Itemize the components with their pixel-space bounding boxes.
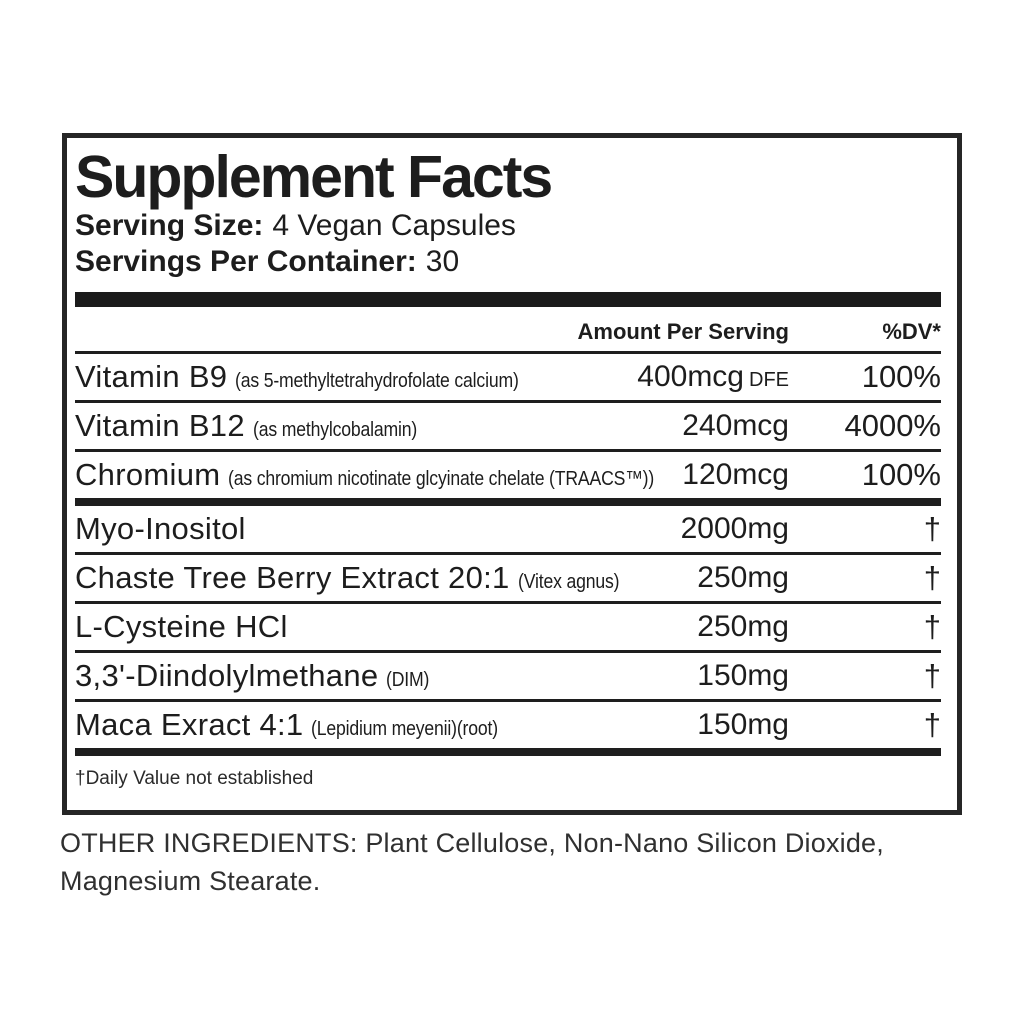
panel-title: Supplement Facts bbox=[75, 144, 553, 210]
other-ingredients-text: OTHER INGREDIENTS: Plant Cellulose, Non-… bbox=[60, 828, 884, 896]
ingredient-dv-dagger: † bbox=[923, 658, 941, 693]
ingredient-name: 3,3'-Diindolylmethane bbox=[75, 658, 379, 693]
ingredient-detail: (as 5-methyltetrahydrofolate calcium) bbox=[235, 369, 520, 392]
ingredient-amount: 150mg bbox=[697, 659, 789, 692]
table-header-row: Amount Per Serving %DV* bbox=[75, 307, 941, 354]
ingredient-name: Chaste Tree Berry Extract 20:1 bbox=[75, 560, 510, 595]
table-row: Myo-Inositol 2000mg † bbox=[75, 506, 941, 555]
ingredient-amount: 250mg bbox=[697, 610, 789, 643]
ingredient-dv: 100% bbox=[861, 359, 941, 394]
serving-size-value: 4 Vegan Capsules bbox=[272, 209, 516, 242]
table-row: Maca Exract 4:1 (Lepidium meyenii)(root) … bbox=[75, 702, 941, 756]
serving-size-label: Serving Size: bbox=[75, 209, 264, 242]
ingredient-detail: (Lepidium meyenii)(root) bbox=[311, 717, 499, 740]
ingredient-amount: 400mcg bbox=[637, 360, 744, 393]
ingredient-detail: (as methylcobalamin) bbox=[252, 418, 418, 441]
ingredient-detail: (Vitex agnus) bbox=[517, 570, 619, 593]
column-header-amount: Amount Per Serving bbox=[577, 319, 789, 344]
ingredient-name: Vitamin B12 bbox=[75, 408, 245, 443]
daily-value-footnote: †Daily Value not established bbox=[75, 768, 314, 789]
servings-per-container-label: Servings Per Container: bbox=[75, 245, 417, 278]
ingredient-dv-dagger: † bbox=[923, 707, 941, 742]
serving-size-line: Serving Size: 4 Vegan Capsules bbox=[75, 208, 941, 244]
supplement-facts-panel: Supplement Facts Serving Size: 4 Vegan Ca… bbox=[62, 133, 962, 815]
ingredient-name: Maca Exract 4:1 bbox=[75, 707, 304, 742]
section-divider-bar bbox=[75, 292, 941, 307]
ingredient-name: Myo-Inositol bbox=[75, 511, 246, 546]
table-row: Chromium (as chromium nicotinate glcyinat… bbox=[75, 452, 941, 506]
table-row: Vitamin B12 (as methylcobalamin) 240mcg 4… bbox=[75, 403, 941, 452]
ingredient-name: Vitamin B9 bbox=[75, 359, 228, 394]
servings-per-container-value: 30 bbox=[425, 245, 460, 278]
table-row: Chaste Tree Berry Extract 20:1 (Vitex agn… bbox=[75, 555, 941, 604]
ingredient-name: L-Cysteine HCl bbox=[75, 609, 288, 644]
table-row: 3,3'-Diindolylmethane (DIM) 150mg † bbox=[75, 653, 941, 702]
ingredient-detail: (as chromium nicotinate glcyinate chelat… bbox=[228, 467, 655, 490]
ingredient-dv: 4000% bbox=[844, 408, 941, 443]
ingredient-amount: 250mg bbox=[697, 561, 789, 594]
ingredient-amount: 150mg bbox=[697, 708, 789, 741]
column-header-dv: %DV* bbox=[882, 319, 941, 344]
ingredient-amount: 240mcg bbox=[682, 409, 789, 442]
ingredient-dv-dagger: † bbox=[923, 560, 941, 595]
ingredient-detail: (DIM) bbox=[386, 668, 430, 691]
ingredient-name: Chromium bbox=[75, 457, 221, 492]
ingredient-dv-dagger: † bbox=[923, 609, 941, 644]
ingredient-amount-suffix: DFE bbox=[749, 369, 789, 391]
servings-per-container-line: Servings Per Container: 30 bbox=[75, 244, 941, 280]
ingredient-amount: 120mcg bbox=[682, 458, 789, 491]
ingredient-amount: 2000mg bbox=[680, 512, 789, 545]
ingredient-dv: 100% bbox=[861, 457, 941, 492]
ingredient-dv-dagger: † bbox=[923, 511, 941, 546]
table-row: Vitamin B9 (as 5-methyltetrahydrofolate c… bbox=[75, 354, 941, 403]
table-row: L-Cysteine HCl 250mg † bbox=[75, 604, 941, 653]
